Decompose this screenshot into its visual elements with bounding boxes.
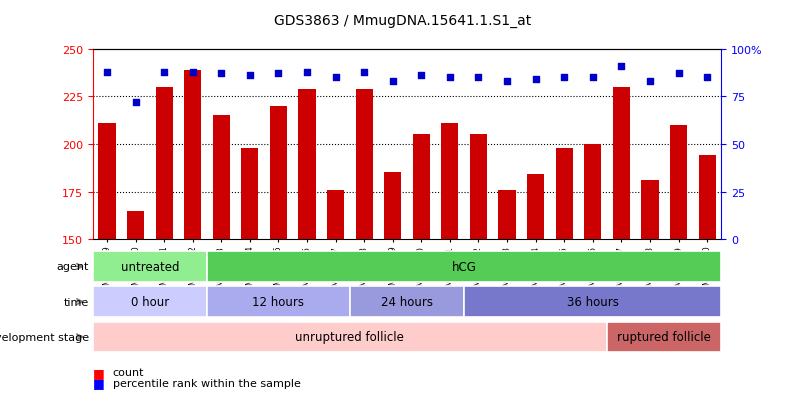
Bar <box>298 90 316 240</box>
Point <box>386 78 399 85</box>
Text: GDS3863 / MmugDNA.15641.1.S1_at: GDS3863 / MmugDNA.15641.1.S1_at <box>274 14 532 28</box>
Text: development stage: development stage <box>0 332 89 342</box>
Point <box>129 100 142 106</box>
Bar <box>527 175 544 240</box>
Bar <box>270 107 287 240</box>
Text: 36 hours: 36 hours <box>567 295 619 309</box>
Bar <box>384 173 401 240</box>
FancyBboxPatch shape <box>464 287 721 317</box>
FancyBboxPatch shape <box>207 252 721 282</box>
Bar <box>413 135 430 240</box>
Text: untreated: untreated <box>121 260 179 273</box>
Bar <box>670 126 687 240</box>
Point <box>672 71 685 78</box>
Text: ruptured follicle: ruptured follicle <box>617 330 711 344</box>
Text: agent: agent <box>56 262 89 272</box>
Bar <box>584 145 601 240</box>
FancyBboxPatch shape <box>350 287 464 317</box>
Text: percentile rank within the sample: percentile rank within the sample <box>113 378 301 388</box>
Point <box>358 69 371 76</box>
Bar <box>555 148 573 240</box>
Point <box>443 75 456 81</box>
FancyBboxPatch shape <box>93 287 207 317</box>
Bar <box>327 190 344 240</box>
Bar <box>156 88 172 240</box>
Bar <box>184 71 202 240</box>
Point <box>272 71 285 78</box>
Bar <box>98 123 115 240</box>
Point <box>501 78 513 85</box>
Text: time: time <box>64 297 89 307</box>
Text: 0 hour: 0 hour <box>131 295 169 309</box>
FancyBboxPatch shape <box>93 252 207 282</box>
Point <box>301 69 314 76</box>
Point <box>329 75 342 81</box>
Text: 12 hours: 12 hours <box>252 295 305 309</box>
Text: ■: ■ <box>93 366 105 379</box>
Text: unruptured follicle: unruptured follicle <box>296 330 405 344</box>
Text: ■: ■ <box>93 376 105 389</box>
FancyBboxPatch shape <box>607 322 721 352</box>
Point <box>643 78 656 85</box>
Bar <box>127 211 144 240</box>
Point <box>186 69 199 76</box>
Point <box>700 75 713 81</box>
Point <box>243 73 256 79</box>
Bar <box>642 180 659 240</box>
Bar <box>470 135 487 240</box>
Bar <box>498 190 516 240</box>
Bar <box>213 116 230 240</box>
Text: count: count <box>113 368 144 377</box>
Point <box>101 69 114 76</box>
Point <box>530 77 542 83</box>
FancyBboxPatch shape <box>93 322 607 352</box>
Point <box>158 69 171 76</box>
Point <box>615 63 628 70</box>
Bar <box>241 148 259 240</box>
Bar <box>355 90 372 240</box>
Point <box>558 75 571 81</box>
Text: 24 hours: 24 hours <box>381 295 433 309</box>
FancyBboxPatch shape <box>207 287 350 317</box>
Point <box>415 73 428 79</box>
Text: hCG: hCG <box>451 260 476 273</box>
Point <box>472 75 485 81</box>
Point <box>215 71 228 78</box>
Point <box>586 75 599 81</box>
Bar <box>699 156 716 240</box>
Bar <box>442 123 459 240</box>
Bar <box>613 88 630 240</box>
